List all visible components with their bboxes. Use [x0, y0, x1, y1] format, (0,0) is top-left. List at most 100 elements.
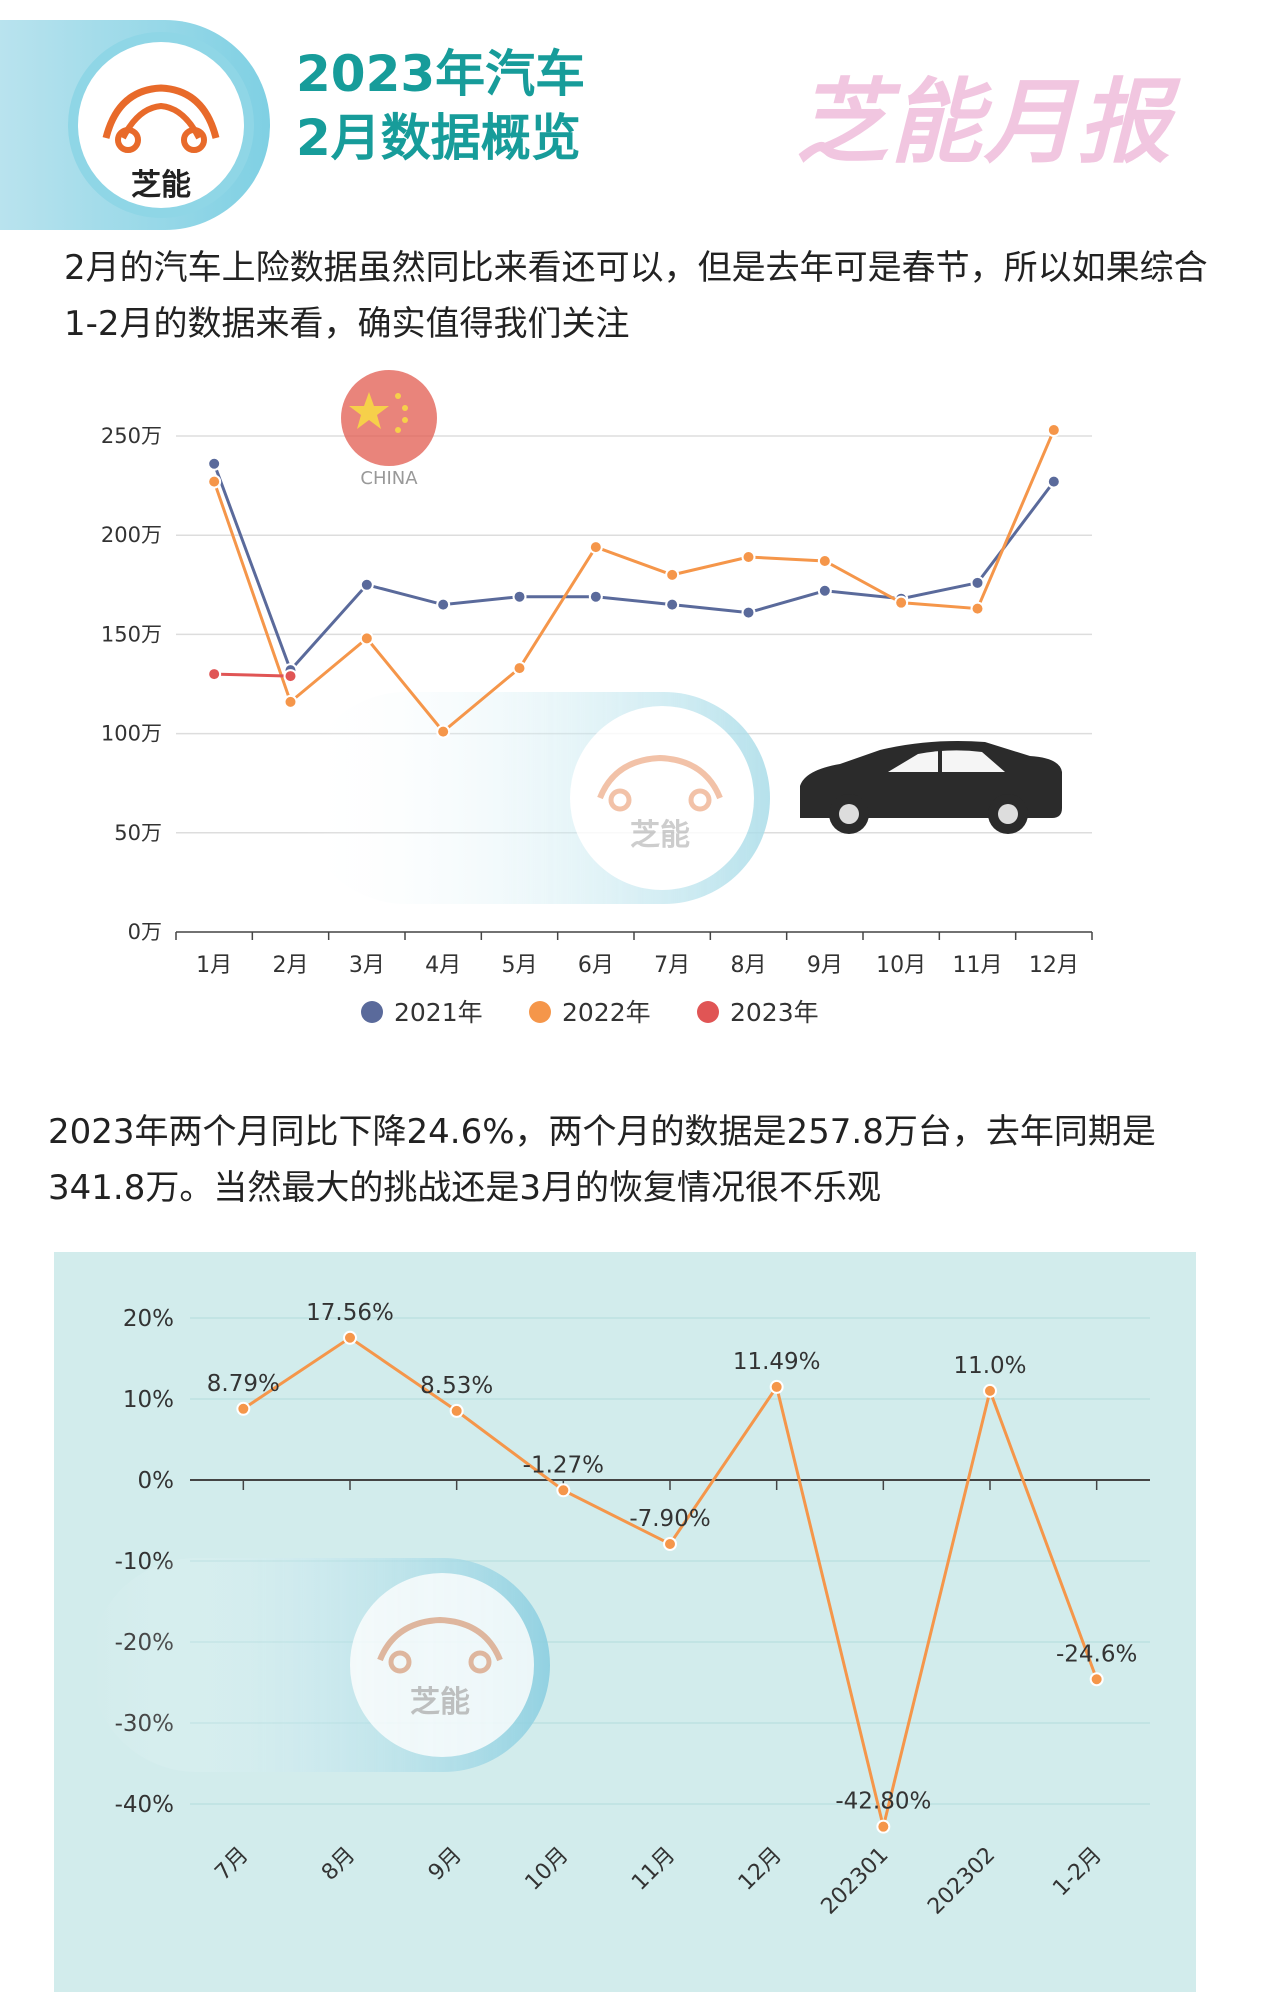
- monthly-insurance-line-chart: 0万 50万 100万 150万 200万 250万 CHINA 芝能: [101, 370, 1093, 1027]
- chart1-x-tick-label: 7月: [654, 953, 690, 978]
- chart1-x-tick-label: 3月: [349, 953, 385, 978]
- chart2-y-tick-label: 10%: [123, 1387, 174, 1413]
- brand-title: 芝能月报: [796, 69, 1173, 176]
- chart1-x-tick-label: 2月: [273, 953, 309, 978]
- chart1-x-tick-label: 10月: [876, 953, 926, 978]
- watermark-text: 芝能: [630, 818, 690, 853]
- data-point-2022年: [588, 540, 603, 555]
- chart1-y-tick-label: 0万: [128, 920, 162, 944]
- data-point-2021年: [207, 456, 222, 471]
- chart2-y-tick-label: 20%: [123, 1306, 174, 1332]
- data-point-2021年: [741, 605, 756, 620]
- chart1-y-tick-label: 50万: [114, 821, 162, 845]
- chart1-x-tick-label: 11月: [953, 953, 1003, 978]
- data-point-2023年: [283, 669, 298, 684]
- yoy-data-label: -7.90%: [629, 1506, 710, 1532]
- flag-star-small-icon: [395, 427, 401, 433]
- chart1-y-tick-label: 200万: [101, 523, 162, 547]
- data-point-2022年: [741, 550, 756, 565]
- chart2-x-tick-label: 202301: [817, 1843, 894, 1920]
- chart1-x-tick-label: 5月: [502, 953, 538, 978]
- chart1-x-tick-label: 1月: [196, 953, 232, 978]
- watermark-car-icon: [377, 1616, 503, 1662]
- chart1-x-tick-label: 8月: [731, 953, 767, 978]
- yoy-data-point: [1089, 1672, 1104, 1687]
- car-icon: [800, 741, 1062, 834]
- logo-text: 芝能: [131, 168, 191, 203]
- chart1-x-tick-label: 6月: [578, 953, 614, 978]
- flag-star-icon: [349, 392, 389, 429]
- series-line-2022年: [212, 429, 1056, 734]
- chart1-x-tick-label: 12月: [1029, 953, 1079, 978]
- data-point-2022年: [817, 553, 832, 568]
- data-point-2022年: [359, 631, 374, 646]
- data-point-2022年: [1046, 423, 1061, 438]
- chart2-series: 8.79% 17.56% 8.53% -1.27% -7.90% 11.49% -42.80…: [207, 1300, 1137, 1834]
- legend-marker: [697, 1001, 719, 1023]
- china-flag-icon: [341, 370, 437, 466]
- yoy-data-point: [876, 1819, 891, 1834]
- yoy-data-label: 17.56%: [306, 1300, 394, 1326]
- chart2-x-tick-label: 12月: [734, 1843, 787, 1896]
- data-point-2022年: [207, 474, 222, 489]
- title-line-2: 2月数据概览: [296, 109, 581, 167]
- data-point-2022年: [894, 595, 909, 610]
- data-point-2022年: [665, 567, 680, 582]
- legend-marker: [529, 1001, 551, 1023]
- chart1-x-axis: 1月 2月 3月 4月 5月 6月 7月 8月 9月 10月 11月 12月: [175, 932, 1093, 978]
- china-flag-badge: CHINA: [341, 370, 437, 489]
- data-point-2023年: [207, 667, 222, 682]
- series-line-2023年: [214, 672, 291, 678]
- chart2-x-tick-label: 8月: [317, 1843, 360, 1886]
- intro-paragraph: 2月的汽车上险数据虽然同比来看还可以，但是去年可是春节，所以如果综合1-2月的数…: [64, 248, 1208, 344]
- yoy-data-label: -42.80%: [835, 1789, 931, 1815]
- yoy-data-label: -24.6%: [1056, 1641, 1137, 1667]
- yoy-data-label: 11.0%: [953, 1353, 1026, 1379]
- flag-star-small-icon: [402, 405, 408, 411]
- chart1-y-tick-label: 150万: [101, 622, 162, 646]
- legend-label: 2021年: [394, 998, 483, 1027]
- data-point-2021年: [817, 583, 832, 598]
- legend-marker: [361, 1001, 383, 1023]
- flag-star-small-icon: [395, 393, 401, 399]
- legend-label: 2023年: [730, 998, 819, 1027]
- chart2-x-tick-label: 7月: [210, 1843, 253, 1886]
- data-point-2021年: [588, 589, 603, 604]
- yoy-data-point: [769, 1379, 784, 1394]
- chart2-y-tick-label: -40%: [115, 1792, 174, 1818]
- yoy-data-point: [236, 1401, 251, 1416]
- legend-label: 2022年: [562, 998, 651, 1027]
- chart1-y-tick-label: 250万: [101, 424, 162, 448]
- chart2-x-tick-label: 1-2月: [1048, 1843, 1107, 1902]
- watermark-text-2: 芝能: [410, 1685, 470, 1720]
- data-point-2022年: [970, 601, 985, 616]
- chart1-y-tick-label: 100万: [101, 722, 162, 746]
- yoy-data-point: [663, 1536, 677, 1551]
- flag-label: CHINA: [360, 468, 418, 489]
- yoy-data-label: 11.49%: [733, 1349, 821, 1375]
- chart1-series: [207, 423, 1061, 739]
- chart2-x-tick-label: 9月: [424, 1843, 467, 1886]
- data-point-2021年: [970, 575, 985, 590]
- chart2-x-tick-label: 11月: [627, 1843, 680, 1896]
- data-point-2021年: [665, 597, 680, 612]
- yoy-data-point: [983, 1383, 997, 1398]
- car-logo-icon: [102, 84, 220, 153]
- title-line-1: 2023年汽车: [296, 45, 586, 103]
- data-point-2022年: [283, 694, 298, 709]
- yoy-data-label: 8.53%: [420, 1373, 493, 1399]
- watermark-badge: 芝能: [300, 692, 770, 904]
- chart2-x-tick-label: 10月: [521, 1843, 574, 1896]
- series-line-2021年: [212, 463, 1056, 673]
- yoy-data-label: 8.79%: [207, 1371, 280, 1397]
- chart1-legend: 2021年 2022年 2023年: [361, 998, 819, 1027]
- watermark-car-icon: [597, 754, 723, 800]
- chart1-x-tick-label: 9月: [807, 953, 843, 978]
- yoy-data-label: -1.27%: [523, 1452, 604, 1478]
- page-title: 2023年汽车 2月数据概览: [296, 42, 585, 170]
- summary-paragraph: 2023年两个月同比下降24.6%，两个月的数据是257.8万台，去年同期是34…: [48, 1112, 1156, 1208]
- logo-badge: 芝能: [68, 32, 254, 218]
- data-point-2021年: [436, 597, 451, 612]
- chart1-x-tick-label: 4月: [425, 953, 461, 978]
